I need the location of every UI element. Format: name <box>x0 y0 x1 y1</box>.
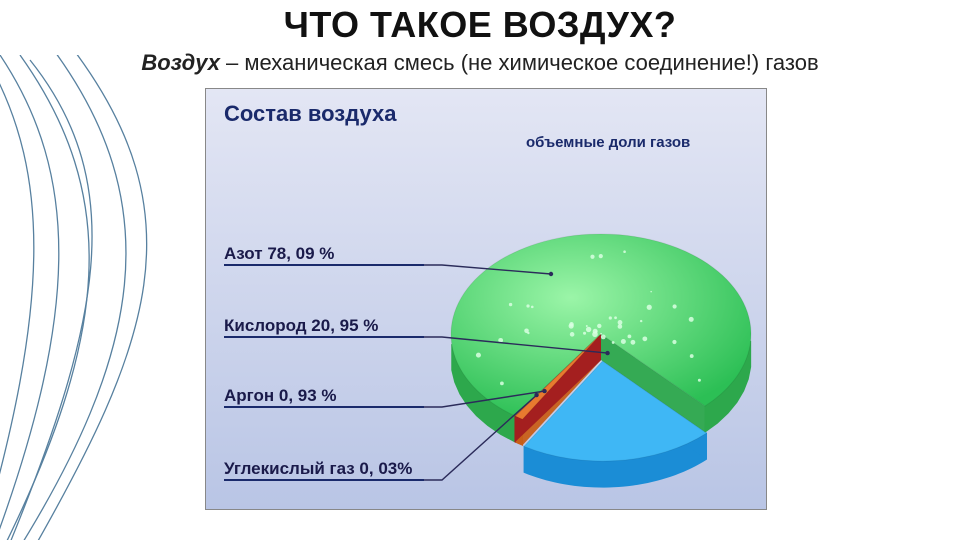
subtitle-rest: – механическая смесь (не химическое соед… <box>220 50 819 75</box>
air-composition-chart: Состав воздуха объемные доли газов Азот 78… <box>205 88 767 510</box>
segment-label: Аргон 0, 93 % <box>224 386 337 405</box>
chart-subtitle: объемные доли газов <box>526 134 690 151</box>
segment-label: Кислород 20, 95 % <box>224 316 378 335</box>
segment-label: Азот 78, 09 % <box>224 244 334 263</box>
subtitle: Воздух – механическая смесь (не химическ… <box>0 50 960 76</box>
page-title: ЧТО ТАКОЕ ВОЗДУХ? <box>0 4 960 46</box>
subtitle-term: Воздух <box>141 50 220 75</box>
segment-label: Углекислый газ 0, 03% <box>224 459 412 478</box>
chart-title: Состав воздуха <box>224 101 397 126</box>
